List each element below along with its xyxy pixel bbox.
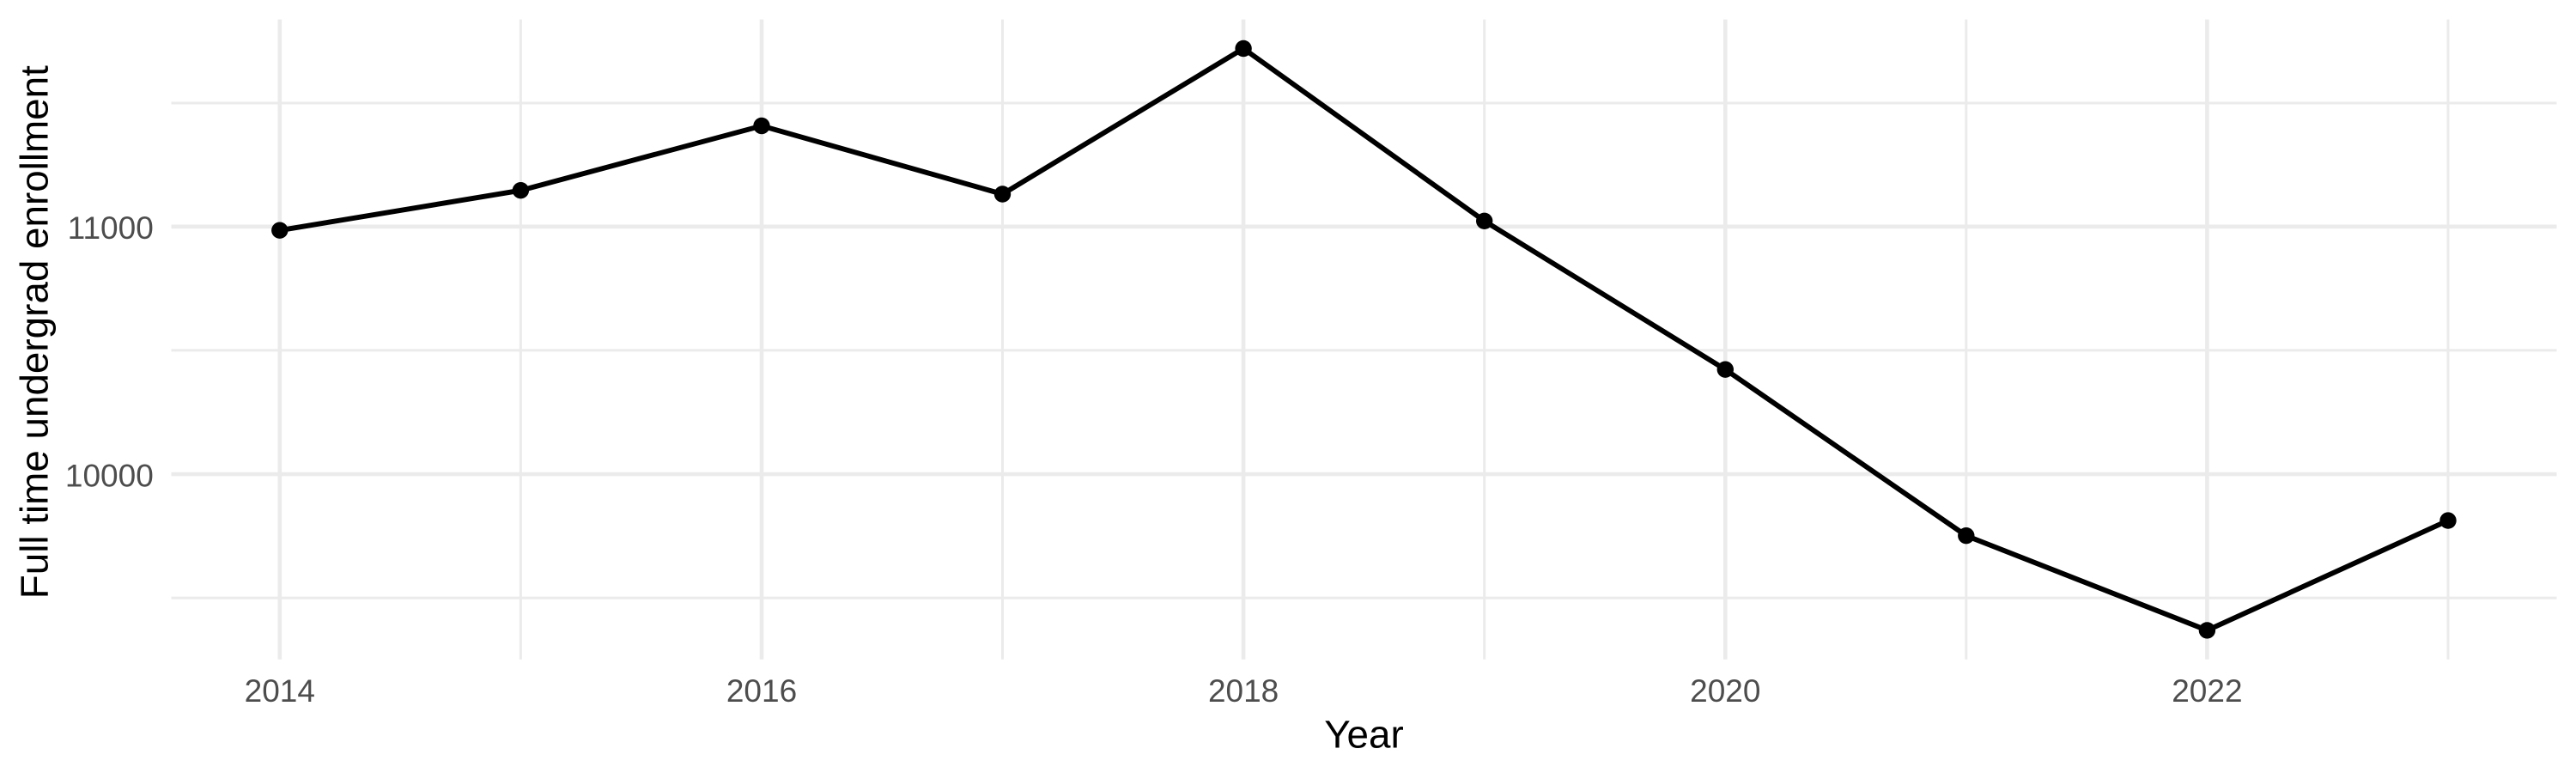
svg-text:Full time undergrad enrollment: Full time undergrad enrollment xyxy=(12,65,56,599)
svg-text:10000: 10000 xyxy=(65,459,154,494)
svg-text:Year: Year xyxy=(1324,712,1404,756)
svg-text:11000: 11000 xyxy=(68,210,154,246)
svg-text:2014: 2014 xyxy=(245,673,315,709)
svg-text:2016: 2016 xyxy=(726,673,797,709)
svg-text:2020: 2020 xyxy=(1690,673,1760,709)
svg-text:2018: 2018 xyxy=(1208,673,1279,709)
svg-text:2022: 2022 xyxy=(2172,673,2242,709)
